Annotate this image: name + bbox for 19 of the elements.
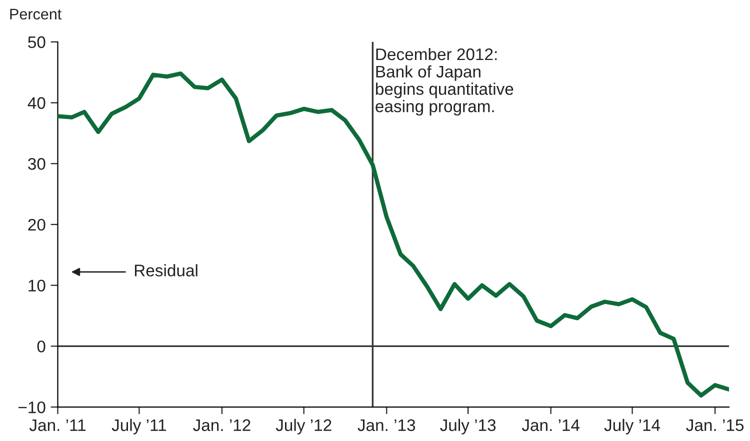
annotation: Residual	[134, 264, 198, 276]
y-tick-label: 40	[28, 97, 46, 109]
y-tick-label: 0	[37, 340, 46, 352]
x-tick-label: Jan. ’15	[686, 419, 744, 432]
y-tick-label: 50	[28, 36, 46, 48]
x-tick-label: July ’14	[604, 418, 660, 434]
y-tick-label: −10	[18, 401, 46, 414]
y-axis-title: Percent	[10, 8, 62, 20]
x-tick-label: Jan. ’11	[29, 419, 86, 432]
x-tick-label: Jan. ’12	[193, 419, 250, 432]
ref-line-label: December 2012: Bank of Japan begins quantitative easing program.	[376, 48, 514, 116]
y-tick-label: 20	[28, 218, 46, 231]
x-tick-label: July ’11	[112, 418, 166, 434]
y-tick-label: 30	[28, 158, 46, 170]
x-tick-label: July ’13	[440, 418, 496, 434]
x-tick-label: Jan. ’14	[522, 419, 580, 432]
x-tick-label: July ’12	[276, 418, 332, 434]
x-tick-label: Jan. ’13	[358, 419, 416, 432]
y-tick-label: 10	[28, 280, 46, 292]
